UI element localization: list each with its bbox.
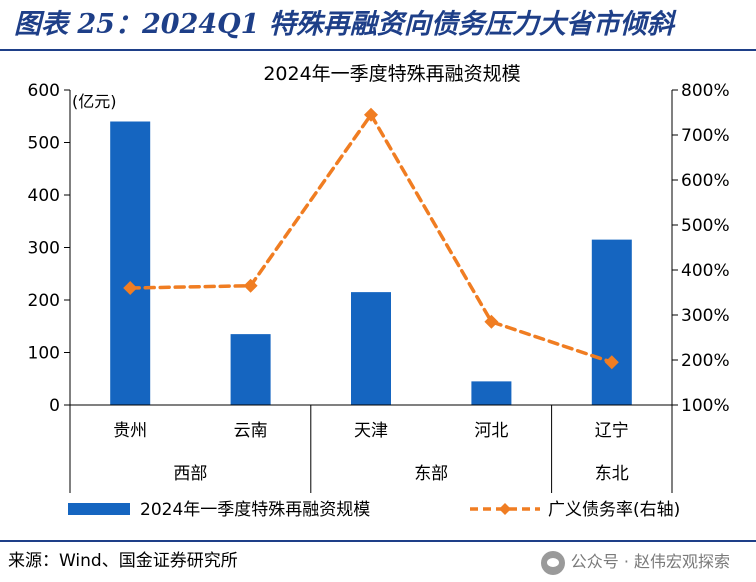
y-right-tick-label: 200% bbox=[681, 351, 730, 371]
y-right-tick-label: 500% bbox=[681, 216, 730, 236]
y-right-tick-label: 800% bbox=[681, 81, 730, 101]
title-rule bbox=[0, 49, 756, 51]
x-tick-label: 辽宁 bbox=[595, 421, 629, 441]
group-label: 东部 bbox=[414, 464, 448, 484]
bar-1 bbox=[110, 121, 151, 405]
legend-line-marker bbox=[499, 503, 511, 515]
y-left-tick-label: 100 bbox=[28, 344, 60, 364]
y-right-tick-label: 400% bbox=[681, 261, 730, 281]
chart-title: 2024年一季度特殊再融资规模 bbox=[263, 63, 520, 85]
legend-bar-label: 2024年一季度特殊再融资规模 bbox=[140, 500, 370, 520]
group-label: 东北 bbox=[595, 464, 629, 484]
bar-3 bbox=[351, 292, 391, 405]
legend-bar-swatch bbox=[68, 503, 130, 515]
y-right-tick-label: 700% bbox=[681, 126, 730, 146]
line-point-1 bbox=[123, 281, 138, 295]
watermark-text: 公众号 · 赵伟宏观探索 bbox=[570, 552, 730, 571]
unit-label: (亿元) bbox=[72, 92, 117, 111]
x-tick-label: 河北 bbox=[474, 421, 508, 441]
y-left-tick-label: 400 bbox=[28, 186, 60, 206]
x-tick-label: 云南 bbox=[234, 421, 268, 441]
y-right-tick-label: 300% bbox=[681, 306, 730, 326]
x-tick-label: 天津 bbox=[354, 421, 388, 441]
y-left-tick-label: 500 bbox=[28, 134, 60, 154]
bar-4 bbox=[471, 381, 512, 405]
y-left-tick-label: 300 bbox=[28, 239, 60, 259]
y-left-tick-label: 200 bbox=[28, 291, 60, 311]
bar-2 bbox=[230, 334, 271, 405]
group-label: 西部 bbox=[173, 464, 207, 484]
line-point-3 bbox=[364, 107, 378, 122]
watermark: 公众号 · 赵伟宏观探索 bbox=[540, 548, 730, 576]
y-right-tick-label: 600% bbox=[681, 171, 730, 191]
y-right-tick-label: 100% bbox=[681, 396, 730, 416]
plot-area: 0 100 200 300 400 500 600 100% 200% 300% 400% 500% 6… bbox=[28, 81, 730, 520]
line-point-4 bbox=[484, 314, 499, 329]
legend-line-label: 广义债务率(右轴) bbox=[548, 500, 680, 520]
bar-5 bbox=[591, 239, 632, 405]
line-point-5 bbox=[604, 355, 619, 370]
y-left-tick-label: 600 bbox=[28, 81, 60, 101]
wechat-icon bbox=[540, 550, 565, 575]
source-rule bbox=[0, 540, 756, 542]
x-tick-label: 贵州 bbox=[113, 421, 147, 441]
source-note: 来源：Wind、国金证券研究所 bbox=[8, 551, 238, 571]
y-left-tick-label: 0 bbox=[49, 396, 60, 416]
figure-title: 图表 25：2024Q1 特殊再融资向债务压力大省市倾斜 bbox=[14, 9, 674, 40]
line-point-2 bbox=[243, 278, 258, 293]
